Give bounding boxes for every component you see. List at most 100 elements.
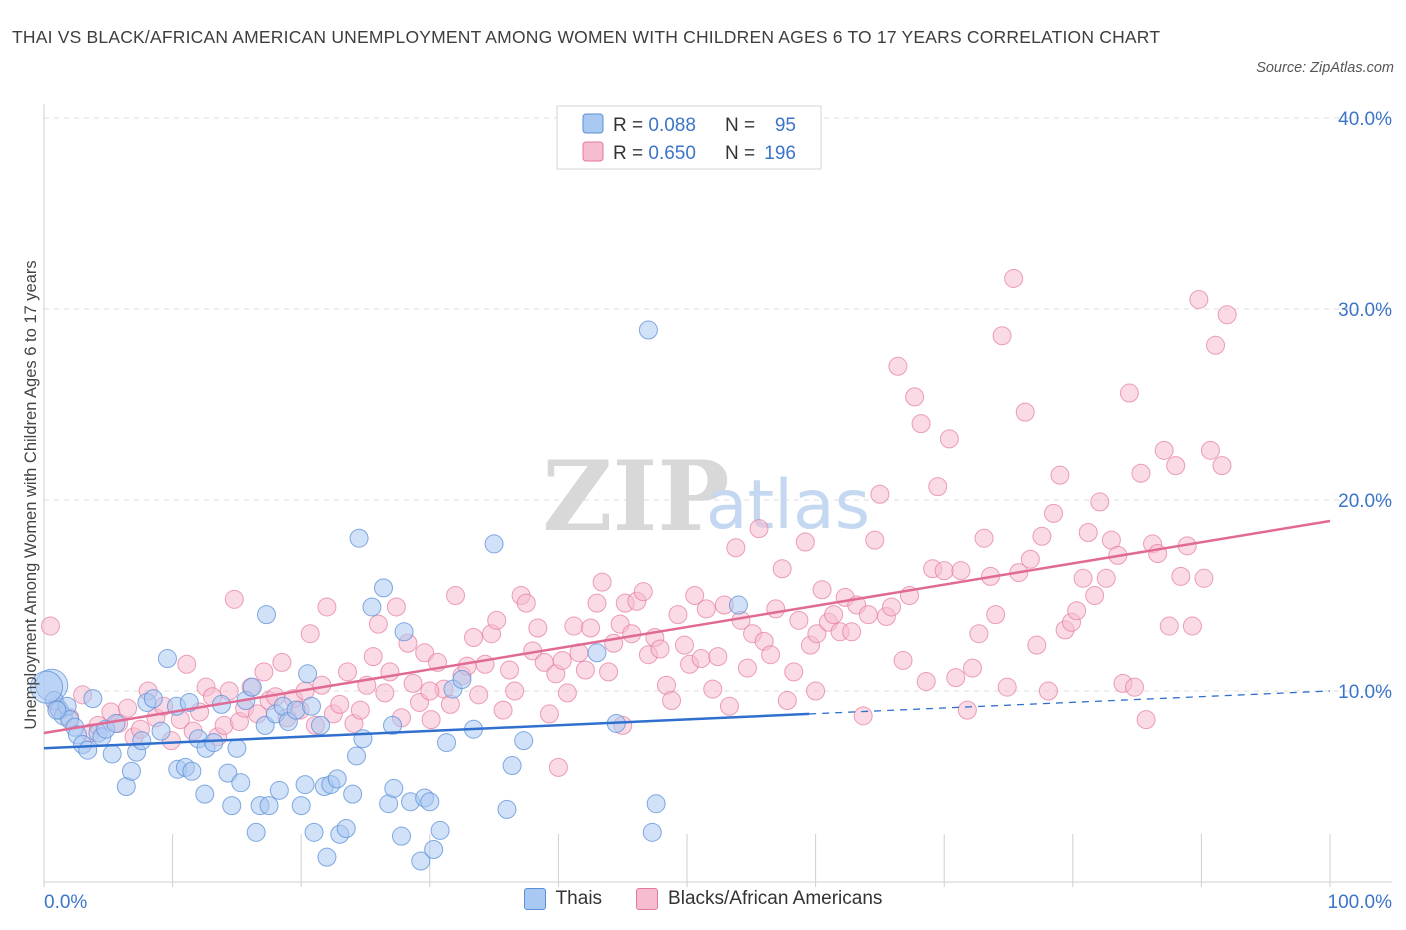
data-point-thais xyxy=(424,840,444,860)
data-point-blacks xyxy=(784,662,804,682)
data-point-blacks xyxy=(446,586,466,605)
data-point-blacks xyxy=(337,662,357,682)
legend-n-value: 196 xyxy=(764,143,796,164)
data-point-blacks xyxy=(737,658,757,678)
data-point-thais xyxy=(301,696,321,716)
data-point-blacks xyxy=(548,757,568,777)
legend-swatch-blacks xyxy=(636,888,659,910)
legend-n-label: N = xyxy=(725,143,755,164)
data-point-thais xyxy=(195,784,215,804)
data-point-thais xyxy=(646,794,666,814)
data-point-blacks xyxy=(703,679,723,699)
data-point-blacks xyxy=(528,618,548,638)
svg-text:N =: N = xyxy=(725,143,755,164)
data-point-blacks xyxy=(1206,335,1226,355)
data-point-thais xyxy=(132,731,152,751)
data-point-thais xyxy=(343,784,363,804)
legend-item-thais[interactable]: Thais xyxy=(523,888,602,910)
data-point-blacks xyxy=(420,681,440,701)
data-point-thais xyxy=(420,792,440,812)
data-point-blacks xyxy=(539,704,559,724)
y-tick-label: 30.0% xyxy=(1338,300,1392,321)
data-point-thais xyxy=(349,528,369,548)
data-point-thais xyxy=(310,715,330,735)
data-point-blacks xyxy=(824,605,844,625)
legend-swatch-blacks xyxy=(582,141,604,162)
data-point-blacks xyxy=(1159,616,1179,636)
data-point-blacks xyxy=(1032,526,1052,546)
data-point-blacks xyxy=(1015,402,1035,422)
data-point-blacks xyxy=(1085,586,1105,605)
series-thais-points xyxy=(30,320,748,871)
legend-swatch-thais xyxy=(582,113,604,134)
legend-r-value: 0.650 xyxy=(648,143,696,164)
data-point-blacks xyxy=(300,624,320,644)
data-point-blacks xyxy=(330,694,350,714)
data-point-blacks xyxy=(622,624,642,644)
legend-r-value: 0.088 xyxy=(648,115,696,136)
data-point-blacks xyxy=(1004,268,1024,288)
data-point-blacks xyxy=(415,643,435,663)
data-point-blacks xyxy=(469,685,489,705)
data-point-blacks xyxy=(812,580,832,600)
data-point-blacks xyxy=(691,649,711,669)
data-point-blacks xyxy=(552,650,572,670)
data-point-blacks xyxy=(272,652,292,672)
data-point-blacks xyxy=(726,538,746,558)
bottom-legend: Thais Blacks/African Americans xyxy=(0,888,1406,910)
data-point-thais xyxy=(452,670,472,690)
data-point-thais xyxy=(346,746,366,766)
data-point-blacks xyxy=(1217,305,1237,325)
data-point-blacks xyxy=(1090,492,1110,512)
data-point-thais xyxy=(728,595,748,615)
data-point-thais xyxy=(502,755,522,775)
data-point-blacks xyxy=(1212,456,1232,476)
data-point-blacks xyxy=(957,700,977,720)
data-point-thais xyxy=(242,677,262,697)
data-point-thais xyxy=(78,740,98,760)
data-point-blacks xyxy=(1038,681,1058,701)
data-point-blacks xyxy=(1154,440,1174,460)
data-point-blacks xyxy=(587,593,607,613)
legend-r-label: R = xyxy=(613,115,648,136)
data-point-blacks xyxy=(674,635,694,655)
trend-lines xyxy=(43,519,1331,750)
data-point-blacks xyxy=(1189,289,1209,309)
tick-labels: 10.0% 20.0% 30.0% 40.0% 0.0% 100.0% xyxy=(44,109,1392,913)
stats-legend: R = 0.088 N = 95 R = 0.650 N = 196 xyxy=(556,105,822,170)
data-point-blacks xyxy=(493,700,513,720)
legend-item-blacks[interactable]: Blacks/African Americans xyxy=(636,888,882,910)
data-point-blacks xyxy=(772,559,792,579)
data-point-thais xyxy=(437,733,457,753)
data-point-blacks xyxy=(946,668,966,688)
data-point-blacks xyxy=(363,647,383,667)
data-point-blacks xyxy=(696,599,716,619)
data-point-thais xyxy=(362,597,382,617)
x-tick-label: 0.0% xyxy=(44,892,87,913)
data-point-blacks xyxy=(749,519,769,539)
data-point-blacks xyxy=(1073,568,1093,588)
y-axis-label: Unemployment Among Women with Children A… xyxy=(22,260,40,729)
data-point-blacks xyxy=(500,660,520,680)
data-point-blacks xyxy=(254,662,274,682)
data-point-thais xyxy=(231,773,251,793)
data-point-blacks xyxy=(858,605,878,625)
data-point-blacks xyxy=(997,677,1017,697)
data-point-blacks xyxy=(777,691,797,711)
data-point-blacks xyxy=(974,528,994,548)
data-point-thais xyxy=(204,733,224,753)
chart-title: THAI VS BLACK/AFRICAN AMERICAN UNEMPLOYM… xyxy=(12,27,1161,47)
legend-n-label: N = xyxy=(725,115,755,136)
data-point-blacks xyxy=(806,681,826,701)
source-label: Source: ZipAtlas.com xyxy=(1256,60,1394,76)
data-point-blacks xyxy=(1078,522,1098,542)
data-point-blacks xyxy=(916,671,936,691)
data-point-blacks xyxy=(581,618,601,638)
data-point-blacks xyxy=(421,710,441,730)
data-point-blacks xyxy=(403,673,423,693)
data-point-blacks xyxy=(934,561,954,581)
data-point-blacks xyxy=(1096,568,1116,588)
data-point-thais xyxy=(327,769,347,789)
watermark-atlas: atlas xyxy=(706,466,870,545)
data-point-thais xyxy=(47,700,67,720)
